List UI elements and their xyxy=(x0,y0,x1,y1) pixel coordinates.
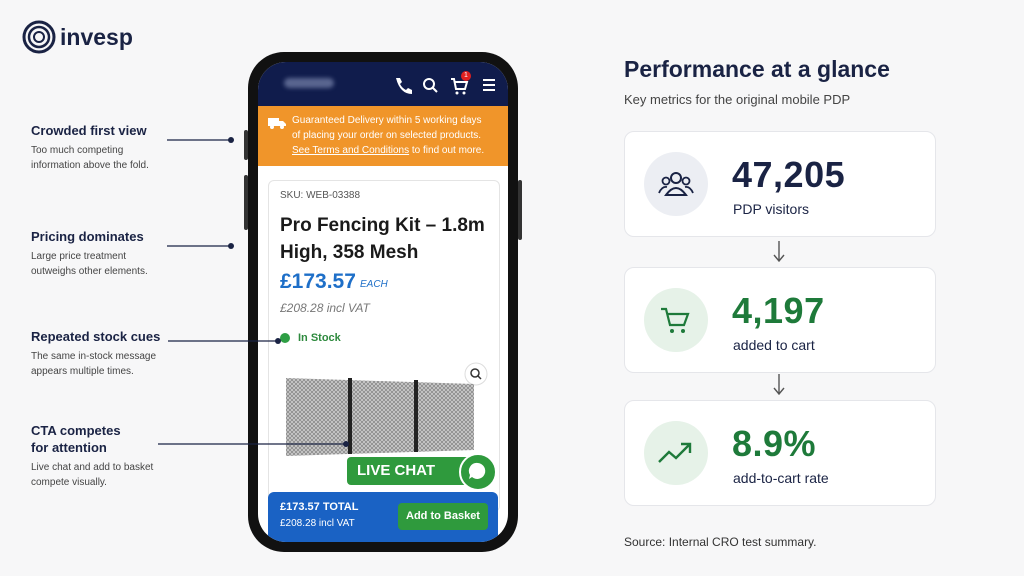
text-line: Live chat and add to basket xyxy=(31,462,154,473)
product-title: Pro Fencing Kit – 1.8m High, 358 Mesh xyxy=(280,212,485,266)
banner-text: Guaranteed Delivery within 5 working day… xyxy=(292,113,504,158)
text-line: for attention xyxy=(31,440,107,455)
phone-button xyxy=(518,180,522,240)
metric-label: PDP visitors xyxy=(733,201,809,217)
annotation: CTA competes for attention Live chat and … xyxy=(31,422,153,490)
sku: SKU: WEB-03388 xyxy=(280,190,361,201)
annotation: Repeated stock cues The same in-stock me… xyxy=(31,328,160,379)
annotation-title: Repeated stock cues xyxy=(31,329,161,344)
metric-value: 4,197 xyxy=(732,290,825,331)
terms-link[interactable]: See Terms and Conditions xyxy=(292,145,410,156)
phone-button xyxy=(244,175,248,230)
text-line: CTA competes xyxy=(31,423,121,438)
text-line: Guaranteed Delivery within 5 working day… xyxy=(292,115,482,126)
annotation-text: Live chat and add to basket compete visua… xyxy=(31,460,153,490)
metric-value: 47,205 xyxy=(732,154,846,195)
text: to find out more. xyxy=(411,145,485,156)
text-line: See Terms and Conditions to find out mor… xyxy=(292,143,504,158)
text-line: Large price treatment xyxy=(31,251,127,262)
site-header: 1 xyxy=(258,62,508,106)
metric-card: 47,205 PDP visitors xyxy=(624,131,936,237)
stock-status: In Stock xyxy=(298,332,341,344)
chat-bubble[interactable] xyxy=(458,452,498,492)
text-line: outweighs other elements. xyxy=(31,266,148,277)
annotation: Pricing dominates Large price treatment o… xyxy=(31,228,148,279)
metric-label: added to cart xyxy=(733,337,815,353)
text-line: Pro Fencing Kit – 1.8m xyxy=(280,215,485,236)
footer-vat: £208.28 incl VAT xyxy=(280,518,355,529)
flow-arrow xyxy=(773,241,785,263)
annotation-title: CTA competes for attention xyxy=(31,422,153,456)
cart-icon xyxy=(644,288,708,352)
cart-badge: 1 xyxy=(461,71,471,81)
header-icons[interactable] xyxy=(393,74,503,96)
logo-mark xyxy=(22,20,56,54)
price-unit: EACH xyxy=(360,279,388,290)
annotation: Crowded first view Too much competing inf… xyxy=(31,122,149,173)
product-image xyxy=(286,378,474,456)
trend-icon xyxy=(644,421,708,485)
truck-icon xyxy=(268,118,286,129)
annotation-text: Large price treatment outweighs other ele… xyxy=(31,249,148,279)
panel-title: Performance at a glance xyxy=(624,56,890,82)
metric-card: 8.9% add-to-cart rate xyxy=(624,400,936,506)
metric-label: add-to-cart rate xyxy=(733,470,829,486)
source-note: Source: Internal CRO test summary. xyxy=(624,535,817,549)
add-to-basket-button[interactable]: Add to Basket xyxy=(398,503,488,530)
annotation-text: Too much competing information above the … xyxy=(31,143,149,173)
sticky-footer: £173.57 TOTAL £208.28 incl VAT Add to Ba… xyxy=(268,492,498,542)
metric-value: 8.9% xyxy=(732,423,817,464)
zoom-button[interactable] xyxy=(464,362,488,386)
annotation-title: Pricing dominates xyxy=(31,229,144,244)
phone-button xyxy=(244,130,248,160)
text-line: appears multiple times. xyxy=(31,366,134,377)
text-line: compete visually. xyxy=(31,477,107,488)
text-line: High, 358 Mesh xyxy=(280,242,419,263)
blurred-logo xyxy=(284,78,334,88)
delivery-banner: Guaranteed Delivery within 5 working day… xyxy=(258,106,508,166)
price-vat: £208.28 incl VAT xyxy=(280,301,370,315)
text-line: The same in-stock message xyxy=(31,351,157,362)
footer-total: £173.57 TOTAL xyxy=(280,501,359,513)
price: £173.57 xyxy=(280,270,356,293)
stock-dot xyxy=(280,333,290,343)
panel-subtitle: Key metrics for the original mobile PDP xyxy=(624,92,851,107)
text-line: of placing your order on selected produc… xyxy=(292,130,481,141)
phone-screen: 1 Guaranteed Delivery within 5 working d… xyxy=(258,62,508,542)
live-chat-button[interactable]: LIVE CHAT xyxy=(347,457,471,485)
flow-arrow xyxy=(773,374,785,396)
users-icon xyxy=(644,152,708,216)
text-line: information above the fold. xyxy=(31,160,149,171)
annotation-text: The same in-stock message appears multipl… xyxy=(31,349,160,379)
text-line: Too much competing xyxy=(31,145,124,156)
logo-text: invesp xyxy=(60,24,133,50)
connectors xyxy=(158,137,349,447)
annotation-title: Crowded first view xyxy=(31,123,147,138)
metric-card: 4,197 added to cart xyxy=(624,267,936,373)
